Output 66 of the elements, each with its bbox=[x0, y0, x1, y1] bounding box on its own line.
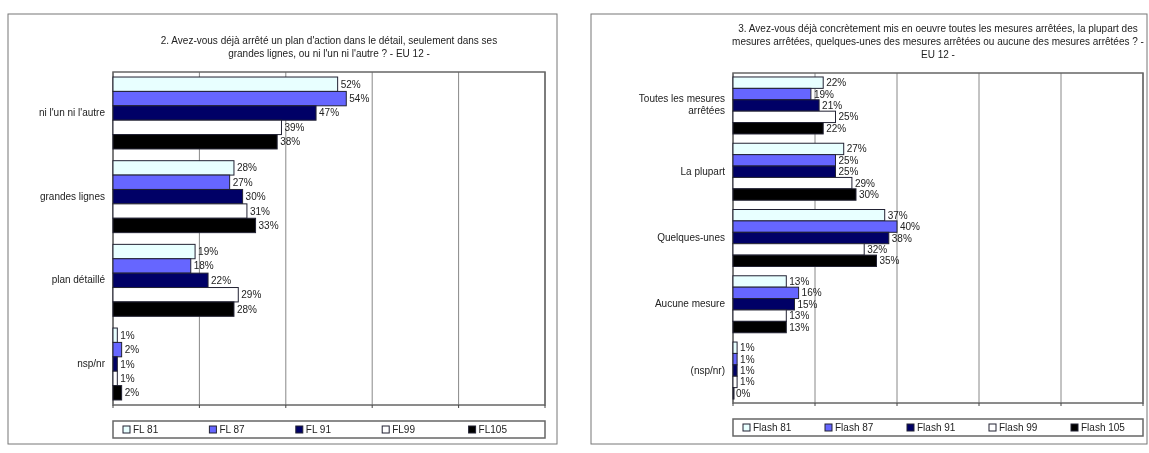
data-label: 19% bbox=[198, 246, 219, 258]
data-label: 2% bbox=[124, 387, 140, 399]
data-label: 21% bbox=[822, 99, 843, 111]
data-label: 1% bbox=[120, 372, 135, 384]
data-label: 30% bbox=[859, 189, 880, 201]
data-label: 38% bbox=[280, 136, 301, 148]
y-tick-label: Quelques-unes bbox=[657, 232, 725, 243]
data-label: 27% bbox=[846, 143, 867, 155]
data-label: 54% bbox=[349, 93, 370, 105]
data-label: 1% bbox=[740, 376, 755, 388]
y-tick-label: Aucune mesure bbox=[654, 298, 726, 310]
data-label: 22% bbox=[826, 122, 847, 134]
data-label: 52% bbox=[340, 78, 361, 90]
legend-label: Flash 87 bbox=[835, 422, 874, 433]
data-label: 38% bbox=[891, 232, 912, 244]
data-label: 40% bbox=[900, 221, 921, 233]
data-label: 22% bbox=[211, 274, 232, 286]
data-label: 28% bbox=[236, 303, 258, 315]
data-label: 1% bbox=[120, 358, 135, 370]
chart-title: 3. Avez-vous déjà concrètement mis en oeuvre toutes les mesures arrêtées, la plupart des mesures arrêtées, quelques-unes des mesures arrêtées ou aucune des mesures arrêtées ? - EU 12 - bbox=[732, 23, 1144, 60]
data-label: 1% bbox=[740, 353, 755, 365]
data-label: 28% bbox=[236, 162, 258, 174]
legend-label: FL 87 bbox=[219, 424, 246, 435]
data-label: 13% bbox=[789, 310, 810, 322]
data-label: 25% bbox=[838, 166, 859, 178]
data-label: 37% bbox=[887, 209, 908, 221]
data-label: 13% bbox=[789, 321, 810, 333]
y-tick-label: plan détaillé bbox=[51, 274, 106, 286]
y-tick-label: (nsp/nr) bbox=[690, 364, 725, 376]
y-tick-label: nsp/nr bbox=[77, 358, 106, 369]
data-label: 33% bbox=[258, 219, 279, 231]
data-label: 2% bbox=[124, 344, 140, 356]
y-tick-label: ni l'un ni l'autre bbox=[38, 107, 106, 118]
data-label: 16% bbox=[801, 287, 822, 299]
legend-label: Flash 99 bbox=[999, 422, 1038, 433]
data-label: 1% bbox=[740, 365, 755, 377]
legend-label: FL 91 bbox=[305, 424, 332, 435]
data-label: 19% bbox=[813, 88, 835, 100]
data-label: 31% bbox=[249, 205, 271, 217]
data-label: 1% bbox=[740, 342, 755, 354]
legend-label: Flash 81 bbox=[753, 422, 792, 433]
y-tick-label: La plupart bbox=[680, 165, 726, 177]
data-label: 18% bbox=[193, 260, 214, 272]
data-label: 0% bbox=[736, 387, 751, 399]
data-label: 13% bbox=[789, 275, 810, 287]
legend-label: FL 81 bbox=[133, 424, 159, 435]
legend-label: FL99 bbox=[392, 424, 416, 435]
data-label: 22% bbox=[826, 77, 847, 89]
data-label: 27% bbox=[232, 176, 253, 188]
data-label: 39% bbox=[284, 121, 305, 133]
data-label: 29% bbox=[241, 289, 262, 301]
data-label: 15% bbox=[797, 298, 818, 310]
data-label: 29% bbox=[854, 177, 876, 189]
legend-label: FL105 bbox=[478, 424, 508, 435]
y-tick-label: Toutes les mesures arrêtées bbox=[638, 93, 725, 117]
data-label: 1% bbox=[120, 329, 135, 341]
data-label: 25% bbox=[838, 154, 859, 166]
data-label: 25% bbox=[838, 111, 859, 123]
chart-title: 2. Avez-vous déjà arrêté un plan d'action dans le détail, seulement dans ses grandes lignes, ou ni l'un ni l'autre ? - EU 12 - bbox=[160, 35, 498, 59]
legend-label: Flash 91 bbox=[917, 422, 956, 433]
data-label: 35% bbox=[879, 255, 900, 267]
data-label: 32% bbox=[867, 243, 888, 255]
data-label: 47% bbox=[319, 107, 340, 119]
y-tick-label: grandes lignes bbox=[39, 190, 105, 202]
data-label: 30% bbox=[245, 191, 266, 203]
legend-label: Flash 105 bbox=[1081, 422, 1126, 433]
